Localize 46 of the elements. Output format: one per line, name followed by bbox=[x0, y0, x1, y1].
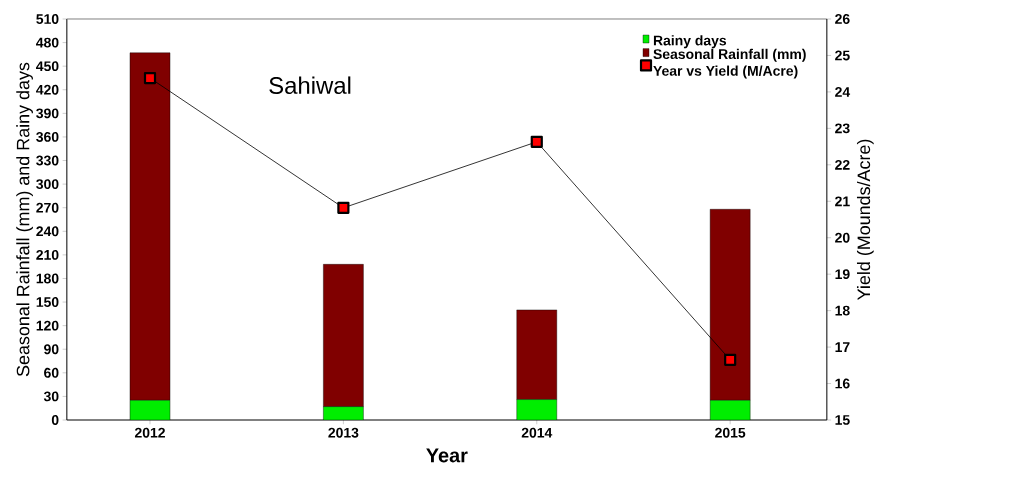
point bbox=[143, 71, 157, 85]
y2-axis-title: Yield (Mounds/Acre) bbox=[856, 139, 874, 300]
y2-tick-label: 16 bbox=[835, 378, 850, 389]
y2-tick-label: 22 bbox=[835, 159, 850, 170]
y-tick-label: 240 bbox=[36, 226, 59, 237]
y-tick-label: 120 bbox=[36, 320, 59, 331]
y2-tick-label: 15 bbox=[835, 415, 850, 425]
y2-tick-label: 17 bbox=[835, 342, 850, 352]
y2-tick-label: 25 bbox=[835, 50, 850, 61]
point bbox=[724, 353, 737, 366]
y-tick-label: 60 bbox=[44, 367, 59, 378]
y-tick-label: 510 bbox=[36, 14, 59, 24]
y-tick-label: 330 bbox=[36, 155, 59, 166]
y-tick-label: 420 bbox=[36, 84, 59, 95]
y-tick-label: 270 bbox=[36, 202, 59, 213]
x-tick-label: 2014 bbox=[521, 427, 553, 438]
y-tick-label: 300 bbox=[36, 179, 59, 190]
y-tick-label: 180 bbox=[36, 273, 59, 284]
x-axis-title: Year bbox=[426, 448, 468, 463]
y-tick-label: 360 bbox=[36, 131, 59, 142]
y2-tick-label: 19 bbox=[835, 269, 850, 280]
y-tick-label: 390 bbox=[36, 108, 59, 119]
y-axis-title: Seasonal Rainfall (mm) and Rainy days bbox=[16, 62, 33, 377]
y-tick-label: 90 bbox=[44, 344, 59, 355]
point bbox=[530, 135, 543, 148]
y-tick-label: 210 bbox=[36, 249, 59, 260]
y-tick-label: 480 bbox=[36, 37, 59, 48]
y2-tick-label: 23 bbox=[835, 123, 850, 134]
y2-tick-label: 20 bbox=[835, 232, 850, 243]
point bbox=[337, 201, 350, 214]
y-tick-label: 450 bbox=[36, 61, 59, 72]
y-tick-label: 150 bbox=[36, 297, 59, 307]
legend-label: Seasonal Rainfall (mm) bbox=[653, 48, 806, 62]
x-tick-label: 2015 bbox=[715, 427, 746, 438]
bar bbox=[516, 399, 557, 420]
y-tick-label: 0 bbox=[51, 415, 59, 425]
y2-tick-label: 24 bbox=[835, 87, 851, 97]
y2-tick-label: 21 bbox=[835, 196, 850, 207]
legend-label: Year vs Yield (M/Acre) bbox=[653, 65, 798, 79]
text: Sahiwal bbox=[269, 76, 351, 94]
legend-label: Rainy days bbox=[653, 35, 727, 49]
y-tick-label: 30 bbox=[43, 391, 59, 402]
y2-tick-label: 18 bbox=[835, 305, 850, 316]
y2-tick-label: 26 bbox=[835, 14, 850, 24]
x-tick-label: 2013 bbox=[328, 427, 359, 438]
x-tick-label: 2012 bbox=[134, 427, 165, 438]
